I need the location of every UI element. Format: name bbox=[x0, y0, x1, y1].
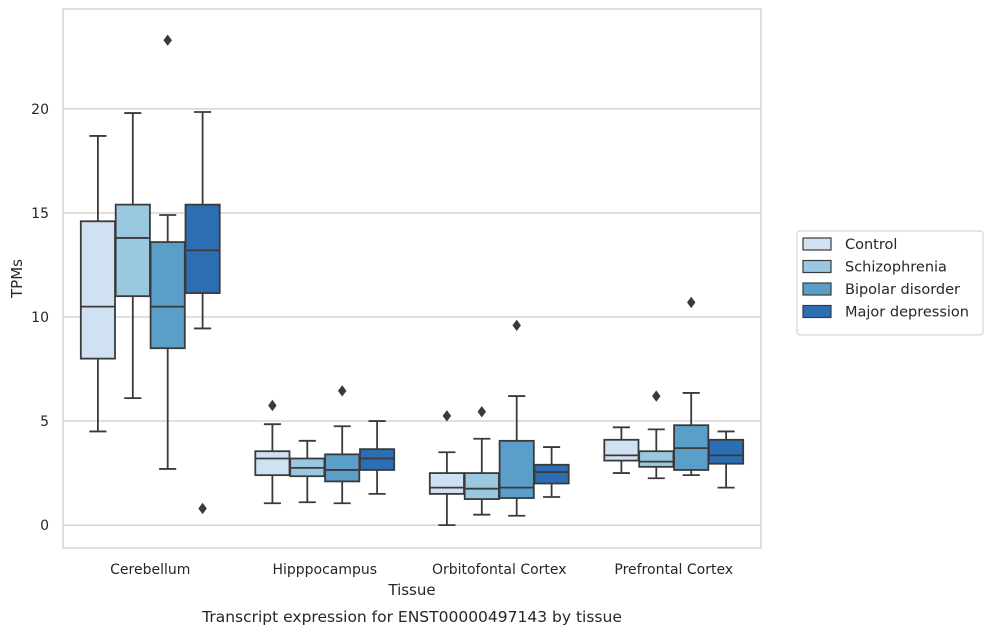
y-tick-label: 0 bbox=[40, 518, 49, 534]
legend-frame bbox=[796, 230, 984, 336]
outlier-point bbox=[198, 502, 207, 515]
box-plot bbox=[184, 111, 221, 515]
legend-swatch bbox=[802, 259, 832, 274]
box-plot bbox=[638, 390, 675, 480]
box-plot bbox=[359, 420, 396, 495]
box-plot bbox=[254, 399, 291, 505]
box bbox=[359, 448, 396, 471]
legend: Control Schizophrenia Bipolar disorder Majo… bbox=[796, 230, 984, 336]
y-tick-label: 15 bbox=[31, 206, 49, 222]
box-plot bbox=[428, 410, 465, 527]
box bbox=[79, 220, 116, 360]
x-tick-label: Hipppocampus bbox=[272, 562, 377, 578]
outlier-point bbox=[268, 399, 277, 412]
y-axis-label: TPMs bbox=[8, 259, 26, 299]
outlier-point bbox=[512, 319, 521, 331]
box bbox=[603, 438, 640, 462]
outlier-point bbox=[442, 410, 452, 422]
x-axis-label: Tissue bbox=[387, 581, 435, 599]
outlier-point bbox=[163, 34, 172, 46]
legend-label: Control bbox=[845, 237, 897, 253]
y-tick-label: 20 bbox=[31, 102, 49, 118]
box-plot bbox=[533, 446, 570, 498]
box-plot bbox=[289, 439, 326, 504]
box bbox=[498, 439, 535, 499]
y-tick-label: 5 bbox=[40, 414, 49, 430]
outlier-point bbox=[477, 406, 487, 418]
plot-area-frame bbox=[62, 8, 762, 549]
y-tick-label: 10 bbox=[31, 310, 49, 326]
x-tick-label: Orbitofontal Cortex bbox=[432, 562, 567, 578]
legend-label: Schizophrenia bbox=[845, 260, 947, 276]
box-plot bbox=[114, 112, 151, 400]
x-tick-label: Cerebellum bbox=[110, 562, 190, 578]
box bbox=[254, 450, 291, 477]
box bbox=[638, 450, 675, 468]
box-plot bbox=[498, 319, 535, 517]
legend-swatch bbox=[802, 237, 832, 251]
x-axis-ticks: Cerebellum Hipppocampus Orbitofontal Corte… bbox=[110, 562, 733, 578]
box-plot bbox=[149, 34, 186, 470]
outlier-point bbox=[652, 390, 661, 402]
box-plot bbox=[603, 426, 640, 474]
box bbox=[428, 472, 465, 495]
outlier-point bbox=[337, 385, 347, 397]
box-plot bbox=[463, 406, 500, 516]
box bbox=[324, 453, 361, 483]
legend-swatch bbox=[802, 282, 832, 296]
box bbox=[184, 203, 221, 294]
box-plots bbox=[79, 34, 745, 527]
y-axis-ticks: 0 5 10 15 20 bbox=[31, 102, 49, 534]
legend-label: Bipolar disorder bbox=[845, 282, 960, 298]
chart-caption: Transcript expression for ENST0000049714… bbox=[201, 608, 622, 626]
box-plot bbox=[79, 135, 116, 433]
box bbox=[708, 438, 745, 465]
box-plot bbox=[708, 430, 745, 489]
x-tick-label: Prefrontal Cortex bbox=[614, 562, 733, 578]
legend-swatch bbox=[802, 304, 832, 319]
box bbox=[533, 463, 570, 485]
box bbox=[149, 241, 186, 350]
legend-label: Major depression bbox=[845, 305, 969, 321]
box bbox=[114, 203, 151, 298]
box-plot bbox=[324, 385, 361, 505]
box bbox=[463, 472, 500, 500]
box-plot bbox=[673, 296, 710, 477]
outlier-point bbox=[686, 296, 696, 309]
